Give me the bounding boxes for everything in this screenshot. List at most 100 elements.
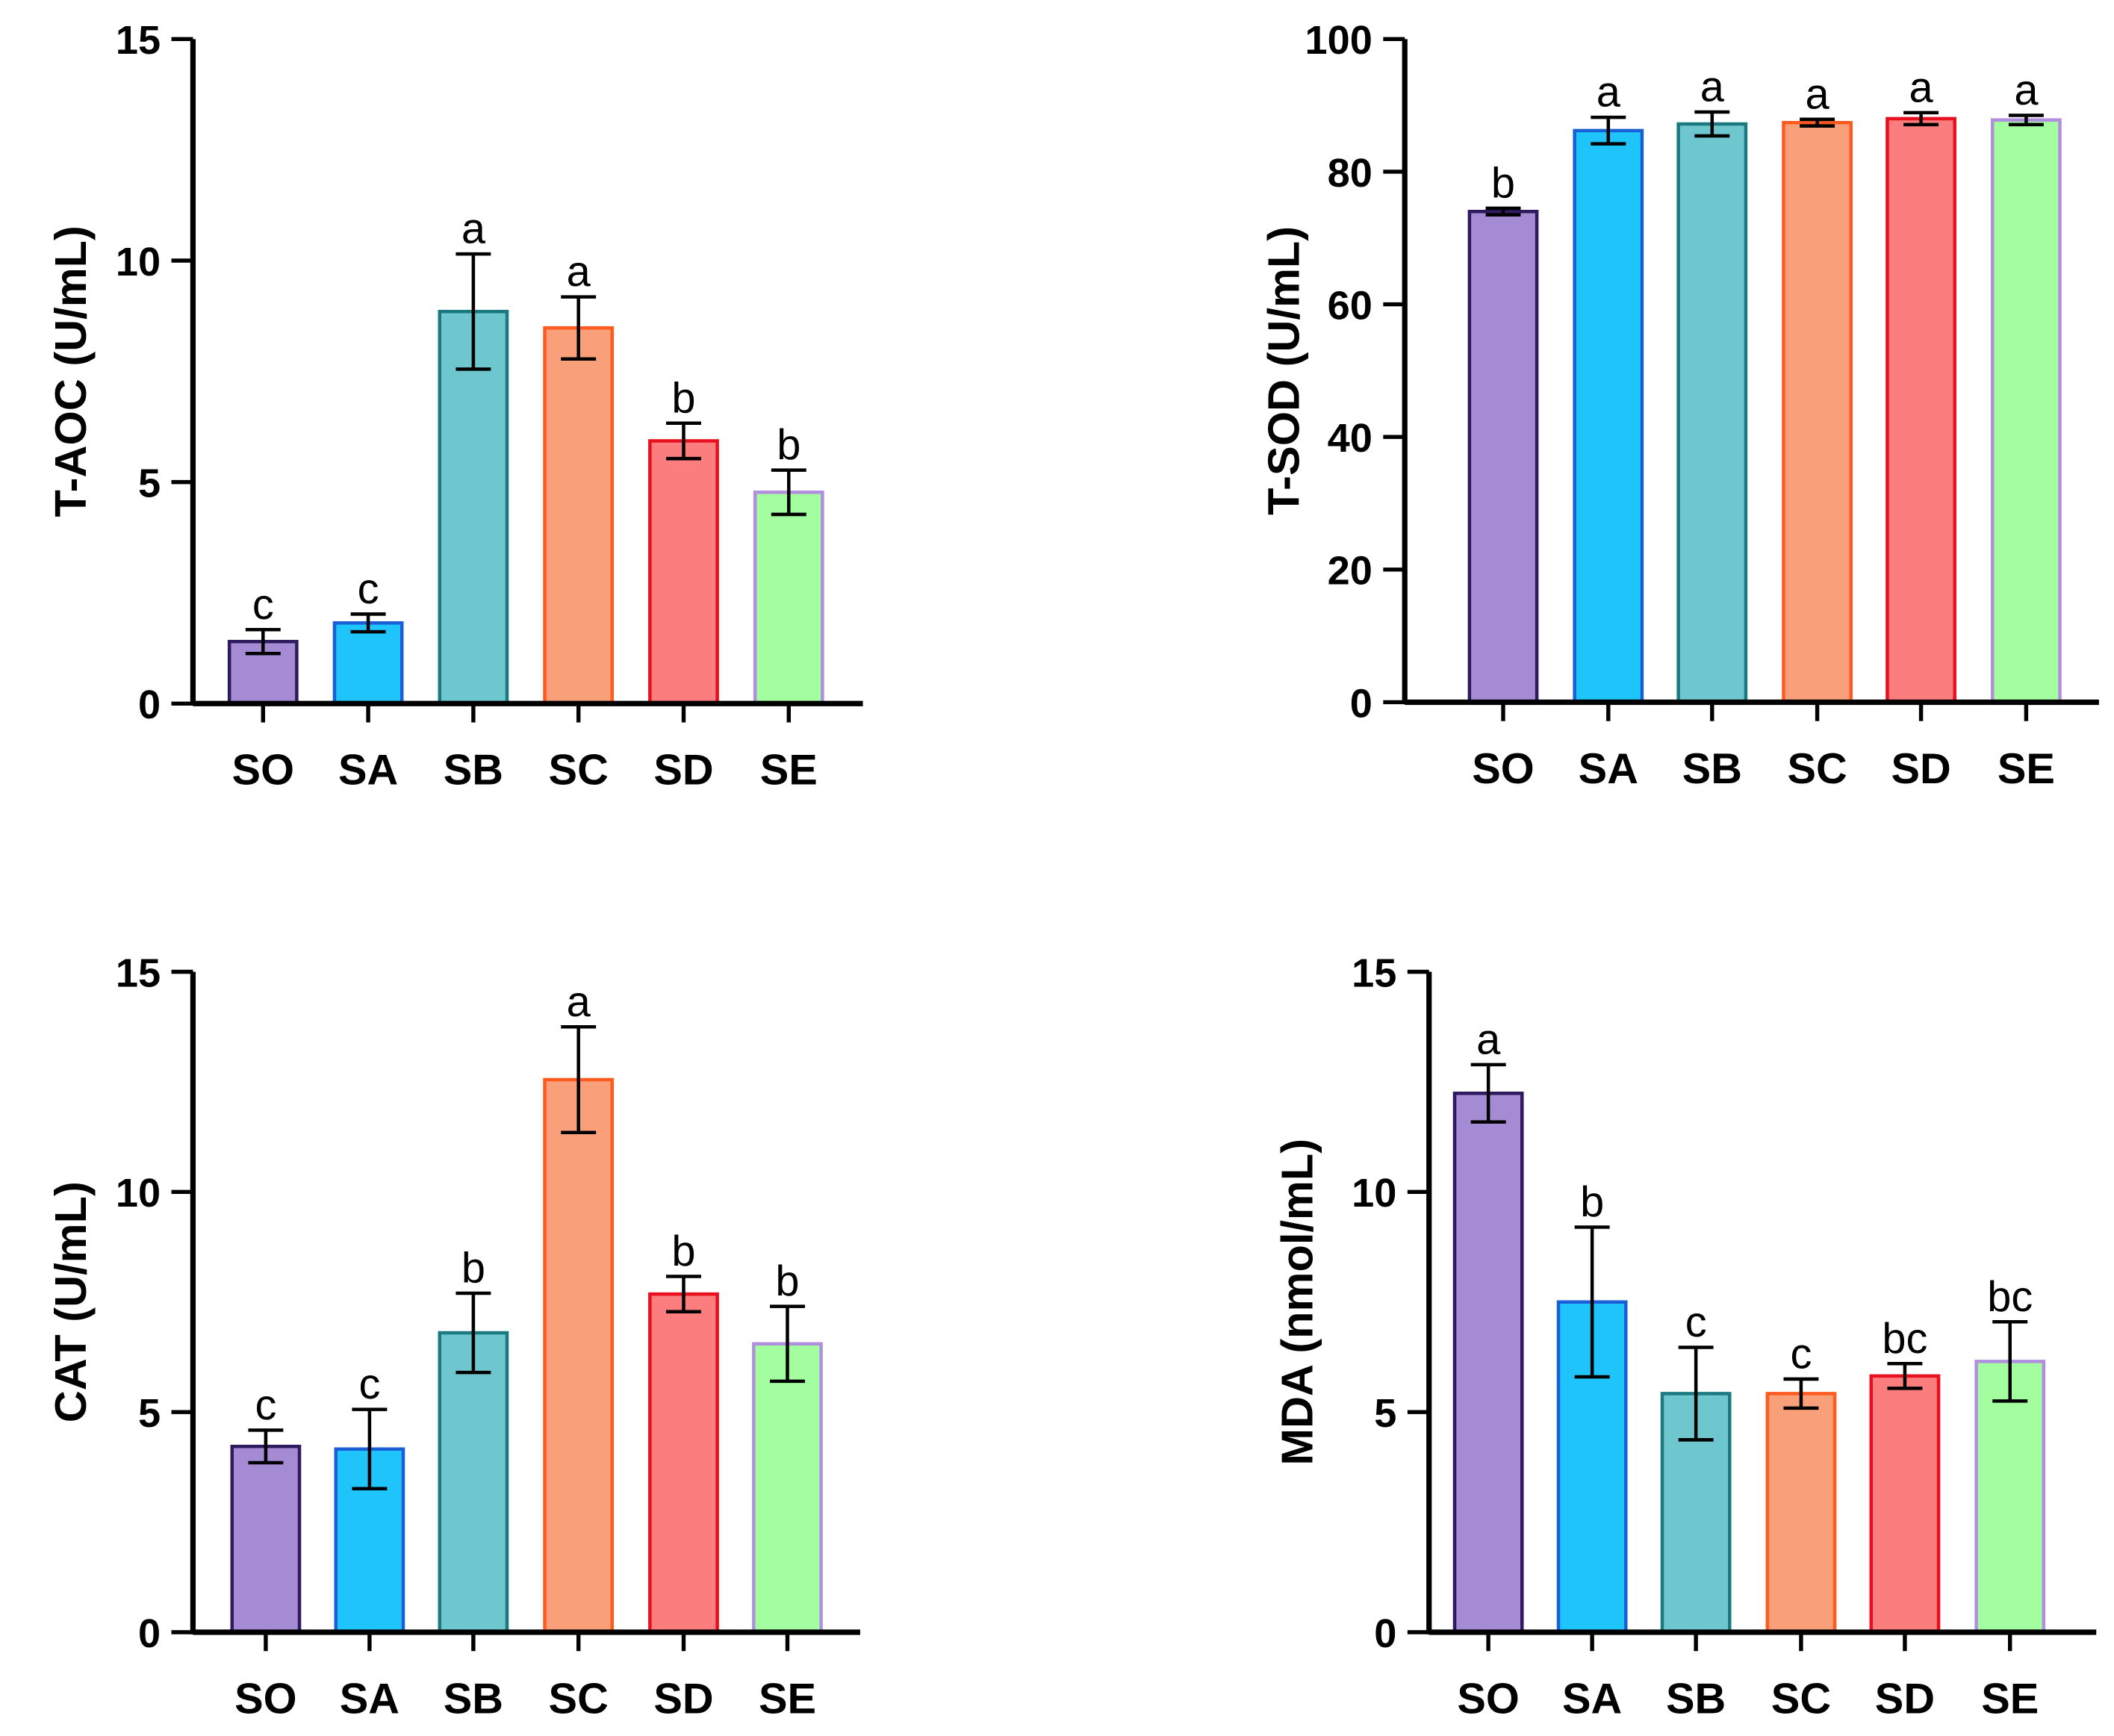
error-bar-SA [352, 1407, 388, 1491]
bar-SC [1782, 120, 1853, 704]
y-tick-label: 10 [116, 240, 161, 284]
error-bar-SC [1800, 117, 1835, 128]
x-tick-label: SE [759, 1675, 816, 1723]
x-tick-label: SO [234, 1675, 296, 1723]
error-bar-SC [561, 295, 597, 361]
error-bar-SA [1574, 1225, 1610, 1379]
y-axis-label: MDA (nmol/mL) [1272, 1139, 1322, 1466]
y-tick-label: 40 [1328, 416, 1372, 461]
y-axis-label: T-SOD (U/mL) [1259, 226, 1309, 515]
y-tick-label: 10 [1352, 1171, 1396, 1216]
bar-SC [543, 326, 615, 706]
error-bar-SD [666, 1275, 701, 1313]
significance-letter: a [1476, 1015, 1501, 1063]
x-tick-label: SO [1457, 1675, 1519, 1723]
chart-panel-1: b SO a SA a SB a SC a SD a SE 0 20 40 60 80 100 T-SOD (U/m… [1259, 18, 2099, 793]
error-bar-SE [1992, 1320, 2028, 1403]
bar-SB [438, 1331, 509, 1634]
error-bar-SO [1470, 1063, 1506, 1124]
significance-letter: a [1806, 70, 1830, 118]
x-tick-label: SA [1562, 1675, 1622, 1723]
y-tick-label: 15 [116, 951, 161, 995]
bar-SE [753, 491, 824, 706]
y-tick-label: 0 [1374, 1611, 1396, 1656]
y-tick-label: 10 [116, 1171, 161, 1216]
error-bar-SO [248, 1428, 284, 1465]
x-tick-label: SD [1875, 1675, 1935, 1723]
error-bar-SB [456, 1291, 491, 1375]
bar-SD [1885, 116, 1956, 704]
significance-letter: b [461, 1245, 485, 1292]
significance-letter: b [777, 421, 800, 469]
y-tick-label: 60 [1328, 283, 1372, 328]
significance-letter: a [2014, 66, 2039, 114]
x-tick-label: SC [549, 1675, 609, 1723]
y-tick-label: 100 [1305, 18, 1372, 63]
error-bar-SA [1591, 115, 1626, 146]
x-tick-label: SD [653, 1675, 713, 1723]
significance-letter: a [567, 248, 591, 296]
x-tick-label: SA [1579, 745, 1638, 793]
significance-letter: b [775, 1257, 799, 1305]
chart-panel-0: c SO c SA a SB a SC b SD b SE 0 5 10 15 T-AOC (U/mL) [46, 18, 863, 794]
error-bar-SE [771, 468, 806, 517]
x-tick-label: SE [1981, 1675, 2039, 1723]
error-bar-SO [245, 627, 281, 656]
significance-letter: a [1597, 69, 1621, 116]
x-tick-label: SD [653, 747, 713, 794]
significance-letter: c [358, 1360, 380, 1408]
error-bar-SE [770, 1304, 805, 1384]
x-tick-label: SE [760, 747, 818, 794]
significance-letter: c [358, 565, 379, 613]
bar-SA [334, 1447, 405, 1634]
bar-SE [1990, 118, 2062, 704]
x-tick-label: SB [444, 1675, 503, 1723]
x-tick-label: SC [549, 747, 609, 794]
error-bar-SB [1678, 1345, 1714, 1442]
bar-SA [332, 621, 404, 706]
significance-letter: bc [1987, 1273, 2033, 1321]
bar-SD [648, 439, 719, 706]
bar-SE [752, 1342, 823, 1634]
y-axis-label: T-AOC (U/mL) [46, 225, 96, 517]
x-tick-label: SE [1998, 745, 2055, 793]
x-tick-label: SB [444, 747, 503, 794]
bar-SC [543, 1077, 615, 1634]
x-tick-label: SO [1472, 745, 1534, 793]
y-tick-label: 5 [138, 461, 161, 505]
bar-SD [648, 1292, 719, 1634]
bar-SA [1573, 128, 1644, 704]
bar-SD [1869, 1374, 1941, 1634]
y-tick-label: 15 [116, 18, 161, 63]
error-bar-SB [1694, 110, 1730, 138]
error-bar-SD [1887, 1362, 1923, 1390]
x-tick-label: SD [1891, 745, 1950, 793]
significance-letter: a [461, 205, 486, 253]
y-tick-label: 0 [138, 682, 161, 727]
error-bar-SO [1485, 206, 1521, 217]
significance-letter: c [252, 581, 274, 629]
chart-panel-3: a SO b SA c SB c SC bc SD bc SE 0 5 10 15 MDA (nmol/mL) [1272, 951, 2097, 1723]
bar-SB [1676, 122, 1748, 704]
significance-letter: a [567, 978, 591, 1026]
significance-letter: a [1700, 63, 1725, 111]
chart-panel-2: c SO c SA b SB a SC b SD b SE 0 5 10 15 CAT (U/mL) [46, 951, 860, 1723]
y-tick-label: 15 [1352, 951, 1396, 995]
y-tick-label: 80 [1328, 151, 1372, 196]
error-bar-SD [666, 421, 701, 461]
bar-SO [230, 1444, 302, 1634]
error-bar-SA [350, 612, 386, 634]
y-tick-label: 0 [138, 1611, 161, 1656]
bar-SO [1467, 210, 1539, 704]
error-bar-SC [561, 1024, 597, 1134]
error-bar-SD [1903, 111, 1939, 127]
significance-letter: c [255, 1381, 276, 1429]
y-tick-label: 5 [138, 1391, 161, 1436]
error-bar-SB [456, 252, 491, 371]
x-tick-label: SB [1666, 1675, 1726, 1723]
x-tick-label: SB [1682, 745, 1742, 793]
x-tick-label: SO [232, 747, 294, 794]
significance-letter: c [1685, 1298, 1707, 1346]
significance-letter: b [1580, 1178, 1604, 1226]
